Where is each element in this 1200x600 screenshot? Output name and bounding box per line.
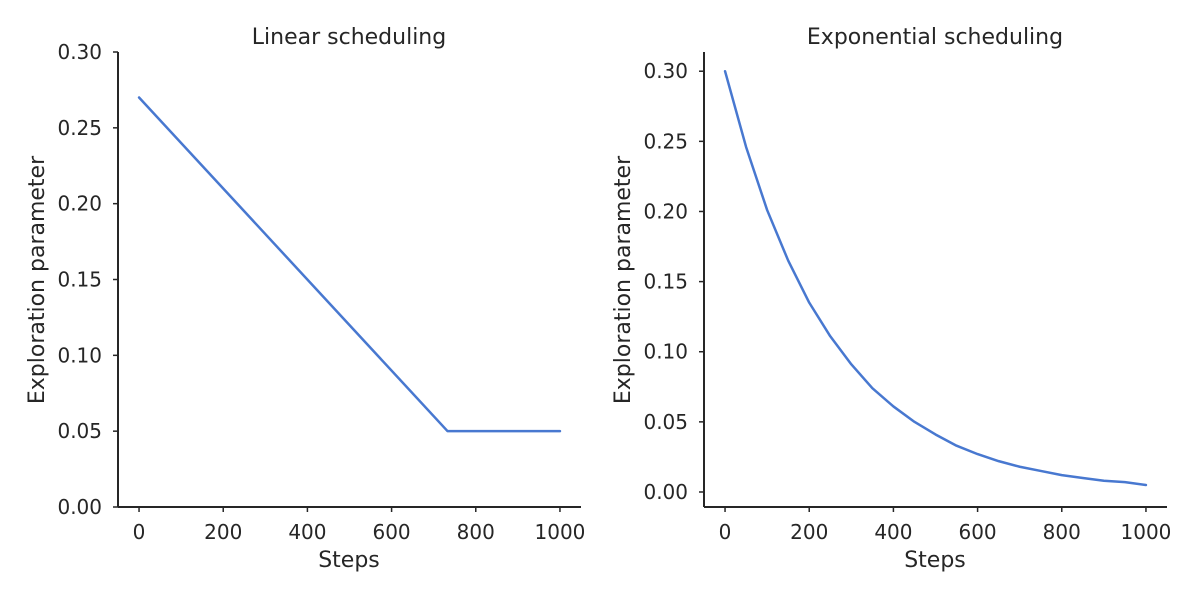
y-ticks: 0.00 0.05 0.10 0.15 0.20 0.25 0.30 <box>643 59 704 504</box>
y-ticks: 0.00 0.05 0.10 0.15 0.20 0.25 0.30 <box>57 40 118 519</box>
chart-title: Exponential scheduling <box>807 25 1063 50</box>
series-group <box>723 69 1148 487</box>
y-tick-label: 0.15 <box>643 270 688 294</box>
y-tick-label: 0.25 <box>643 129 688 153</box>
linear-scheduling-chart: Linear scheduling Steps Exploration para… <box>25 25 585 573</box>
y-tick-label: 0.30 <box>643 59 688 83</box>
x-tick-label: 200 <box>204 520 242 544</box>
y-tick-label: 0.15 <box>57 268 102 292</box>
y-tick-label: 0.30 <box>57 40 102 64</box>
series-line <box>723 69 1148 487</box>
x-tick-label: 1000 <box>1121 520 1172 544</box>
y-tick-label: 0.05 <box>643 410 688 434</box>
x-tick-label: 800 <box>1043 520 1081 544</box>
x-axis-label: Steps <box>318 548 380 573</box>
y-axis-label: Exploration parameter <box>25 155 50 404</box>
y-tick-label: 0.00 <box>57 495 102 519</box>
y-tick-label: 0.00 <box>643 480 688 504</box>
y-axis-label: Exploration parameter <box>611 155 636 404</box>
x-tick-label: 600 <box>372 520 410 544</box>
y-tick-label: 0.10 <box>643 340 688 364</box>
x-tick-label: 600 <box>958 520 996 544</box>
x-ticks: 0 200 400 600 800 1000 <box>133 507 586 544</box>
y-tick-label: 0.25 <box>57 116 102 140</box>
y-tick-label: 0.10 <box>57 343 102 367</box>
x-tick-label: 800 <box>457 520 495 544</box>
x-ticks: 0 200 400 600 800 1000 <box>719 507 1172 544</box>
series-line <box>137 96 562 433</box>
exponential-scheduling-chart: Exponential scheduling Steps Exploration… <box>611 25 1171 573</box>
x-tick-label: 400 <box>874 520 912 544</box>
y-tick-label: 0.05 <box>57 419 102 443</box>
x-axis-label: Steps <box>904 548 966 573</box>
y-tick-label: 0.20 <box>643 199 688 223</box>
y-tick-label: 0.20 <box>57 192 102 216</box>
chart-title: Linear scheduling <box>252 25 446 50</box>
series-group <box>137 96 562 433</box>
x-tick-label: 0 <box>133 520 146 544</box>
x-tick-label: 200 <box>790 520 828 544</box>
x-tick-label: 1000 <box>535 520 586 544</box>
x-tick-label: 400 <box>288 520 326 544</box>
x-tick-label: 0 <box>719 520 732 544</box>
